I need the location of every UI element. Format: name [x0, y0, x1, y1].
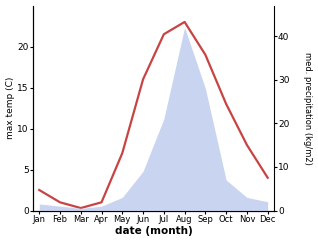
Y-axis label: med. precipitation (kg/m2): med. precipitation (kg/m2)	[303, 52, 313, 165]
Y-axis label: max temp (C): max temp (C)	[5, 77, 15, 139]
X-axis label: date (month): date (month)	[114, 227, 192, 236]
